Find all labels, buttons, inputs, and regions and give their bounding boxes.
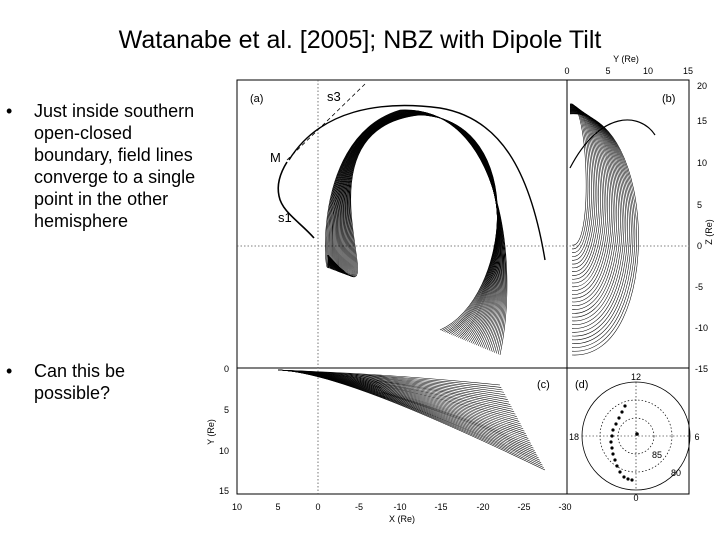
bullet-item: • Just inside southern open-closed bound… (6, 100, 206, 232)
field-line (569, 104, 589, 250)
polar-label-outer: 80 (671, 468, 681, 478)
right-axis-tick: 10 (697, 158, 707, 168)
s1-curve (277, 161, 315, 239)
field-line (569, 119, 656, 169)
polar-footpoints (609, 404, 634, 482)
field-line (327, 110, 505, 353)
bottom-axis-tick: -25 (517, 502, 530, 512)
field-line (325, 109, 507, 355)
panel-a-field-lines (288, 104, 546, 356)
left-axis-tick: 15 (219, 486, 229, 496)
footpoint-dot (618, 470, 622, 474)
footpoint-dot (626, 477, 630, 481)
top-axis-title: Y (Re) (613, 54, 639, 64)
bullet-text: Can this be possible? (34, 361, 126, 403)
field-line (326, 110, 506, 354)
bullet-text: Just inside southern open-closed boundar… (34, 101, 196, 231)
polar-label-top: 12 (631, 372, 641, 382)
footpoint-dot (610, 446, 614, 450)
field-line (327, 110, 502, 350)
footpoint-dot (623, 404, 627, 408)
panel-c-field-lines (277, 369, 546, 471)
footpoint-dot (613, 458, 617, 462)
top-axis-tick: 10 (643, 66, 653, 76)
footpoint-dot (630, 478, 634, 482)
polar-center-point (635, 432, 639, 436)
footpoint-dot (622, 475, 626, 479)
bottom-axis-tick: -5 (355, 502, 363, 512)
s3-label: s3 (327, 89, 341, 104)
footpoint-dot (611, 428, 615, 432)
footpoint-dot (610, 434, 614, 438)
right-axis-tick: -5 (695, 282, 703, 292)
m-label: M (270, 150, 281, 165)
polar-label-right: 6 (694, 432, 699, 442)
field-line (569, 110, 621, 318)
field-line (288, 104, 546, 261)
footpoint-dot (609, 440, 613, 444)
top-axis-tick: 0 (564, 66, 569, 76)
top-axis-tick: 15 (683, 66, 693, 76)
polar-label-left: 18 (569, 432, 579, 442)
panel-d-frame (566, 367, 690, 495)
footpoint-dot (620, 410, 624, 414)
right-axis-tick: 15 (697, 116, 707, 126)
field-line (569, 113, 637, 352)
footpoint-dot (615, 464, 619, 468)
field-line (327, 110, 504, 352)
slide-title: Watanabe et al. [2005]; NBZ with Dipole … (118, 26, 602, 54)
polar-label-bottom: 0 (633, 493, 638, 503)
bottom-axis-tick: -20 (476, 502, 489, 512)
field-line (277, 369, 543, 466)
field-line (327, 110, 503, 350)
field-line (277, 369, 538, 456)
field-line (327, 111, 502, 349)
field-line (325, 109, 508, 356)
left-axis-tick: 10 (219, 446, 229, 456)
right-axis-tick: 20 (697, 81, 707, 91)
footpoint-dot (611, 452, 615, 456)
bottom-axis-tick: -15 (434, 502, 447, 512)
field-line (277, 369, 521, 425)
footpoint-dot (617, 416, 621, 420)
left-axis-title: Y (Re) (206, 419, 216, 445)
polar-label-inner: 85 (652, 450, 662, 460)
footpoint-dot (614, 422, 618, 426)
left-axis-tick: 5 (224, 405, 229, 415)
bottom-axis-tick: 5 (275, 502, 280, 512)
bottom-axis-title: X (Re) (389, 514, 415, 524)
field-line (569, 106, 599, 272)
field-line (277, 369, 546, 471)
field-line (327, 110, 503, 351)
field-line (569, 104, 591, 253)
field-line (327, 110, 505, 353)
left-axis-tick: 0 (224, 364, 229, 374)
field-line (569, 111, 628, 333)
right-axis-tick: -10 (695, 323, 708, 333)
bottom-axis-tick: -30 (558, 502, 571, 512)
bullet-dot-icon: • (6, 101, 13, 121)
s1-label: s1 (278, 210, 292, 225)
field-line (327, 111, 501, 348)
panel-d-label: (d) (575, 379, 588, 391)
panel-b-field-lines (569, 103, 656, 356)
bottom-axis-tick: 0 (315, 502, 320, 512)
right-axis-tick: 5 (697, 200, 702, 210)
bullet-item: • Can this be possible? (6, 360, 206, 404)
right-axis-tick: 0 (697, 241, 702, 251)
right-axis-title: Z (Re) (704, 219, 714, 245)
right-axis-tick: -15 (695, 364, 708, 374)
panel-c-label: (c) (537, 379, 550, 391)
panel-a-label: (a) (250, 93, 263, 105)
panel-b-label: (b) (662, 93, 675, 105)
bottom-axis-tick: 10 (232, 502, 242, 512)
bullet-dot-icon: • (6, 361, 13, 381)
bottom-axis-tick: -10 (393, 502, 406, 512)
field-line (327, 111, 501, 347)
top-axis-tick: 5 (605, 66, 610, 76)
